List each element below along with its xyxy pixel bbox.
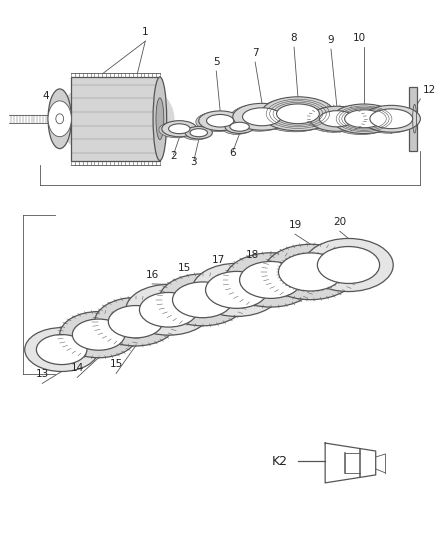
Ellipse shape [95, 297, 177, 346]
Ellipse shape [60, 312, 138, 358]
Ellipse shape [233, 103, 291, 130]
Ellipse shape [367, 110, 410, 130]
Ellipse shape [316, 112, 351, 128]
Text: 10: 10 [353, 33, 366, 43]
Ellipse shape [58, 77, 174, 160]
Text: 1: 1 [142, 27, 148, 37]
Ellipse shape [162, 120, 197, 137]
Ellipse shape [258, 98, 332, 132]
Ellipse shape [276, 104, 319, 124]
Text: 6: 6 [230, 148, 236, 158]
Ellipse shape [307, 107, 361, 132]
Ellipse shape [36, 335, 87, 365]
Ellipse shape [370, 109, 413, 128]
Ellipse shape [225, 253, 316, 307]
Ellipse shape [332, 104, 396, 134]
Ellipse shape [359, 107, 417, 133]
Ellipse shape [72, 319, 125, 350]
Ellipse shape [108, 305, 163, 338]
Text: 15: 15 [177, 263, 191, 273]
Ellipse shape [230, 104, 288, 131]
Ellipse shape [159, 274, 247, 326]
Text: 11: 11 [379, 108, 392, 118]
Text: K2: K2 [272, 455, 288, 468]
Text: 17: 17 [212, 255, 225, 265]
Text: 5: 5 [213, 57, 219, 67]
Ellipse shape [319, 111, 354, 127]
Ellipse shape [329, 105, 393, 134]
Text: 3: 3 [191, 157, 197, 166]
Text: 16: 16 [145, 270, 159, 280]
Text: 14: 14 [71, 364, 84, 374]
Ellipse shape [139, 293, 198, 327]
Text: 8: 8 [291, 33, 297, 43]
Ellipse shape [362, 106, 420, 132]
Ellipse shape [166, 125, 187, 135]
Ellipse shape [274, 105, 316, 125]
Ellipse shape [56, 114, 64, 124]
Ellipse shape [153, 77, 167, 160]
Ellipse shape [185, 126, 212, 139]
Ellipse shape [318, 247, 380, 284]
Ellipse shape [192, 263, 281, 317]
Ellipse shape [159, 122, 194, 138]
Ellipse shape [205, 271, 268, 309]
Text: 13: 13 [35, 369, 49, 379]
Text: 20: 20 [333, 217, 346, 227]
Ellipse shape [126, 285, 212, 335]
Text: 19: 19 [288, 220, 302, 230]
Ellipse shape [182, 127, 209, 140]
Ellipse shape [156, 98, 164, 140]
Ellipse shape [222, 121, 251, 134]
Bar [71, 77, 160, 160]
Text: 2: 2 [170, 150, 177, 160]
Ellipse shape [261, 97, 335, 131]
Ellipse shape [190, 128, 208, 137]
Ellipse shape [240, 109, 279, 127]
Text: 7: 7 [252, 48, 258, 58]
Ellipse shape [310, 106, 364, 131]
Ellipse shape [230, 122, 249, 131]
Text: 18: 18 [246, 250, 259, 260]
Ellipse shape [264, 244, 357, 300]
Ellipse shape [207, 115, 234, 127]
Ellipse shape [342, 111, 381, 129]
Ellipse shape [187, 130, 205, 138]
Ellipse shape [279, 253, 343, 291]
Ellipse shape [25, 328, 99, 372]
Ellipse shape [196, 112, 239, 132]
Text: 15: 15 [110, 359, 123, 369]
Ellipse shape [227, 123, 247, 132]
Ellipse shape [225, 120, 254, 133]
Ellipse shape [345, 110, 384, 128]
Text: 12: 12 [422, 85, 436, 95]
Ellipse shape [240, 262, 302, 298]
Text: 9: 9 [328, 35, 334, 45]
Bar [409, 87, 417, 151]
Ellipse shape [304, 238, 393, 292]
Ellipse shape [48, 89, 71, 149]
Ellipse shape [243, 108, 281, 126]
Ellipse shape [204, 116, 231, 128]
Ellipse shape [199, 111, 241, 131]
Ellipse shape [169, 124, 190, 134]
Ellipse shape [173, 282, 233, 318]
Text: 4: 4 [42, 91, 49, 101]
Ellipse shape [48, 101, 71, 136]
